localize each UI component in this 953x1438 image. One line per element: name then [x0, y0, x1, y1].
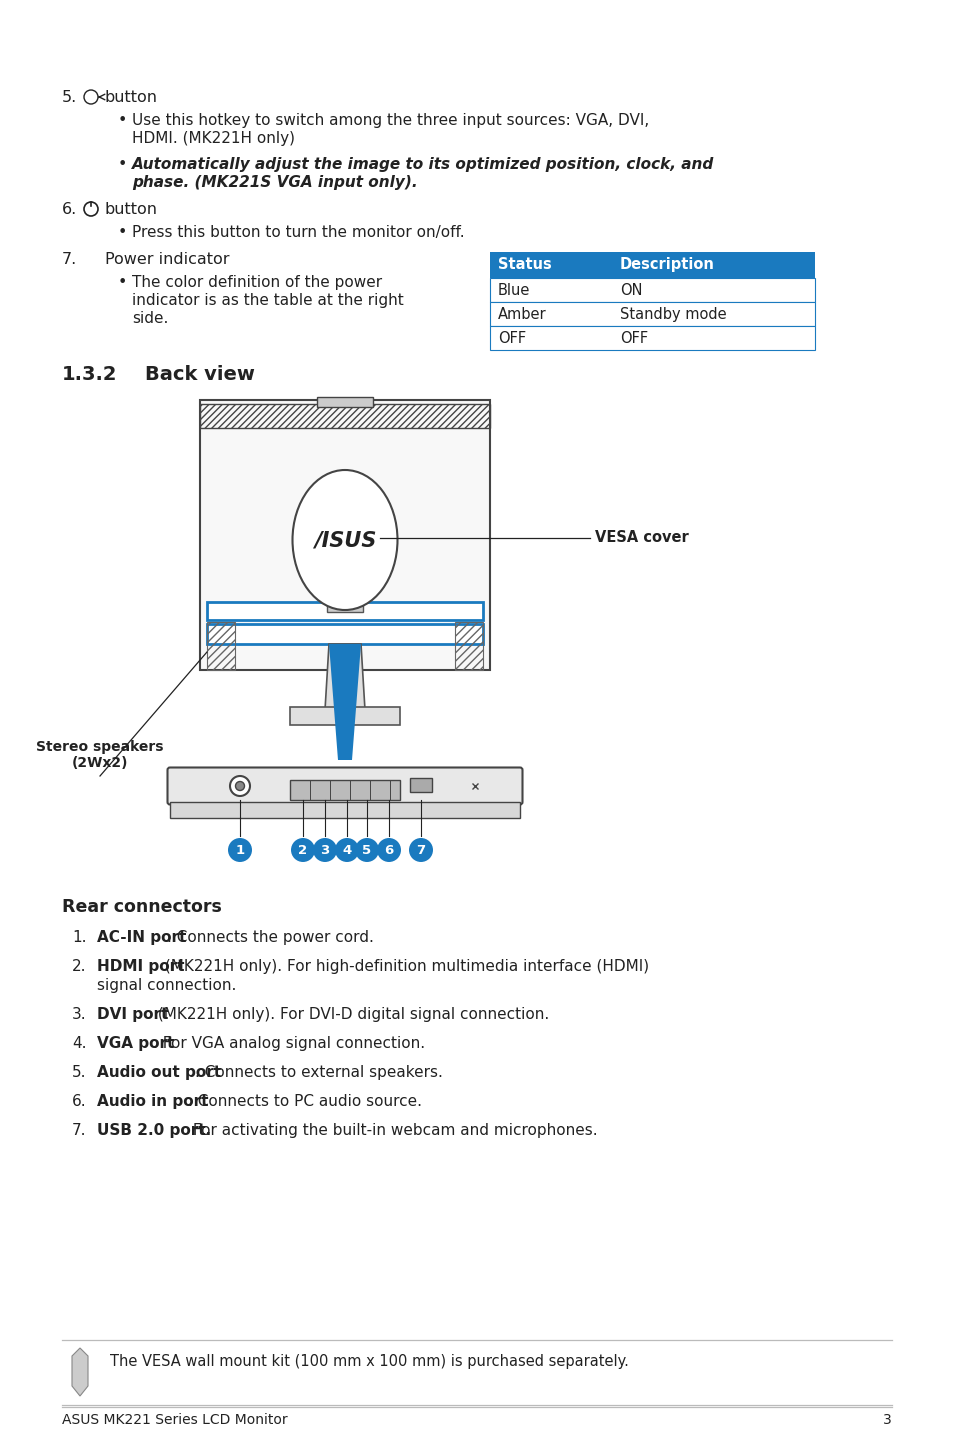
- Text: 5.: 5.: [71, 1066, 87, 1080]
- Text: 3: 3: [320, 844, 330, 857]
- Text: USB 2.0 port.: USB 2.0 port.: [97, 1123, 211, 1137]
- Text: . Connects to PC audio source.: . Connects to PC audio source.: [188, 1094, 421, 1109]
- Circle shape: [313, 838, 336, 861]
- Circle shape: [235, 781, 244, 791]
- Text: ON: ON: [619, 283, 641, 298]
- Text: 6.: 6.: [62, 201, 77, 217]
- Circle shape: [376, 838, 400, 861]
- Circle shape: [228, 838, 252, 861]
- Text: The VESA wall mount kit (100 mm x 100 mm) is purchased separately.: The VESA wall mount kit (100 mm x 100 mm…: [110, 1355, 628, 1369]
- Circle shape: [230, 777, 250, 797]
- Text: Use this hotkey to switch among the three input sources: VGA, DVI,: Use this hotkey to switch among the thre…: [132, 114, 649, 128]
- Text: HDMI port: HDMI port: [97, 959, 184, 974]
- Text: 7: 7: [416, 844, 425, 857]
- Text: •: •: [118, 157, 128, 173]
- Text: The color definition of the power: The color definition of the power: [132, 275, 382, 290]
- Text: VESA cover: VESA cover: [595, 531, 688, 545]
- Text: HDMI. (MK221H only): HDMI. (MK221H only): [132, 131, 294, 147]
- Text: 5.: 5.: [62, 91, 77, 105]
- Text: 2.: 2.: [71, 959, 87, 974]
- Circle shape: [355, 838, 378, 861]
- Text: 7.: 7.: [71, 1123, 87, 1137]
- Text: 1: 1: [235, 844, 244, 857]
- Text: Audio in port: Audio in port: [97, 1094, 209, 1109]
- Circle shape: [291, 838, 314, 861]
- Text: Back view: Back view: [145, 365, 254, 384]
- Text: 4.: 4.: [71, 1035, 87, 1051]
- Text: . Connects to external speakers.: . Connects to external speakers.: [194, 1066, 442, 1080]
- FancyBboxPatch shape: [170, 802, 519, 818]
- FancyBboxPatch shape: [410, 778, 432, 792]
- Text: 1.3.2: 1.3.2: [62, 365, 117, 384]
- FancyBboxPatch shape: [490, 252, 814, 278]
- Text: •: •: [118, 275, 128, 290]
- Text: OFF: OFF: [497, 331, 525, 347]
- Text: Status: Status: [497, 257, 551, 272]
- Text: •: •: [118, 224, 128, 240]
- Text: . For VGA analog signal connection.: . For VGA analog signal connection.: [152, 1035, 425, 1051]
- Text: ASUS MK221 Series LCD Monitor: ASUS MK221 Series LCD Monitor: [62, 1414, 287, 1426]
- Text: 1.: 1.: [71, 930, 87, 945]
- Text: indicator is as the table at the right: indicator is as the table at the right: [132, 293, 403, 308]
- Text: 6.: 6.: [71, 1094, 87, 1109]
- Text: Press this button to turn the monitor on/off.: Press this button to turn the monitor on…: [132, 224, 464, 240]
- Text: phase. (MK221S VGA input only).: phase. (MK221S VGA input only).: [132, 175, 417, 190]
- FancyBboxPatch shape: [327, 603, 363, 613]
- Text: (MK221H only). For high-definition multimedia interface (HDMI): (MK221H only). For high-definition multi…: [160, 959, 648, 974]
- Text: Description: Description: [619, 257, 714, 272]
- FancyBboxPatch shape: [200, 400, 490, 670]
- Text: 7.: 7.: [62, 252, 77, 267]
- Polygon shape: [325, 644, 365, 710]
- Text: DVI port: DVI port: [97, 1007, 168, 1022]
- Text: For activating the built-in webcam and microphones.: For activating the built-in webcam and m…: [188, 1123, 597, 1137]
- Text: . Connects the power cord.: . Connects the power cord.: [167, 930, 374, 945]
- Text: Automatically adjust the image to its optimized position, clock, and: Automatically adjust the image to its op…: [132, 157, 714, 173]
- Text: 3.: 3.: [71, 1007, 87, 1022]
- Ellipse shape: [293, 470, 397, 610]
- FancyBboxPatch shape: [490, 278, 814, 302]
- Text: 3: 3: [882, 1414, 891, 1426]
- Text: /ISUS: /ISUS: [314, 531, 375, 549]
- Text: button: button: [105, 201, 158, 217]
- Text: 2: 2: [298, 844, 307, 857]
- FancyBboxPatch shape: [290, 707, 399, 725]
- Text: •: •: [118, 114, 128, 128]
- FancyBboxPatch shape: [207, 624, 482, 644]
- FancyBboxPatch shape: [490, 302, 814, 326]
- Text: OFF: OFF: [619, 331, 647, 347]
- FancyBboxPatch shape: [207, 603, 482, 620]
- FancyBboxPatch shape: [168, 768, 522, 804]
- Text: 6: 6: [384, 844, 394, 857]
- Text: 4: 4: [342, 844, 352, 857]
- Polygon shape: [329, 644, 360, 761]
- FancyBboxPatch shape: [290, 779, 399, 800]
- Text: (MK221H only). For DVI-D digital signal connection.: (MK221H only). For DVI-D digital signal …: [152, 1007, 549, 1022]
- Text: VGA port: VGA port: [97, 1035, 174, 1051]
- Text: Standby mode: Standby mode: [619, 306, 726, 322]
- Text: Power indicator: Power indicator: [105, 252, 230, 267]
- Text: Amber: Amber: [497, 306, 546, 322]
- Text: Audio out port: Audio out port: [97, 1066, 221, 1080]
- Text: Blue: Blue: [497, 283, 530, 298]
- Text: AC-IN port: AC-IN port: [97, 930, 186, 945]
- Polygon shape: [71, 1347, 88, 1396]
- FancyBboxPatch shape: [490, 326, 814, 349]
- Text: signal connection.: signal connection.: [97, 978, 236, 994]
- Text: Stereo speakers
(2Wx2): Stereo speakers (2Wx2): [36, 741, 164, 771]
- Circle shape: [335, 838, 358, 861]
- Text: side.: side.: [132, 311, 168, 326]
- Circle shape: [409, 838, 433, 861]
- FancyBboxPatch shape: [316, 397, 373, 407]
- Text: 5: 5: [362, 844, 371, 857]
- Text: button: button: [105, 91, 158, 105]
- Text: Rear connectors: Rear connectors: [62, 897, 222, 916]
